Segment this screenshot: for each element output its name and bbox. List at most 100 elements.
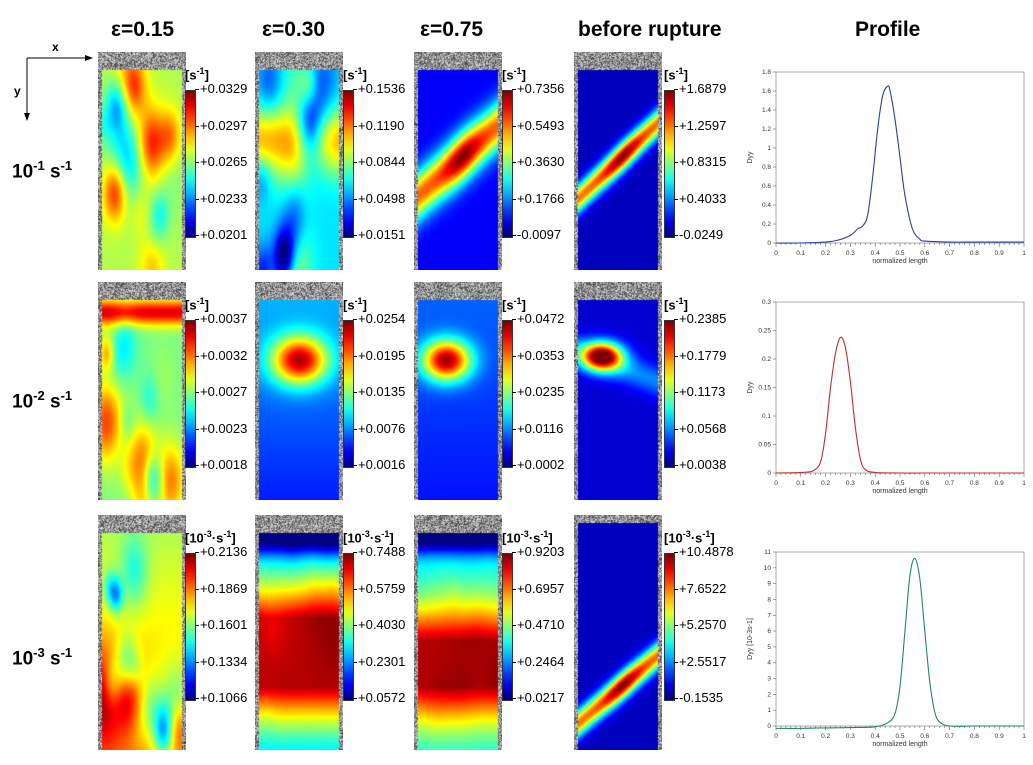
- y-tick-label: 0.2: [762, 356, 771, 363]
- x-tick-label: 0.9: [995, 250, 1004, 257]
- colorbar-tick-label: +0.0002: [511, 457, 565, 472]
- row-header-rate-2: 10-2 s-1: [12, 388, 73, 413]
- colorbar-tick-label: +0.0265: [194, 154, 248, 169]
- colorbar-r3-c1: [185, 553, 196, 701]
- colorbar-tick-label: +0.1066: [194, 690, 248, 705]
- colorbar-tick-label: +0.2464: [511, 653, 565, 669]
- y-tick-label: 1.2: [762, 126, 771, 133]
- profile-series-line: [775, 336, 1024, 474]
- colorbar-tick-label: +0.0027: [194, 384, 248, 399]
- x-axis-label: normalized length: [872, 741, 927, 748]
- row-header-rate-3: 10-3 s-1: [12, 645, 73, 670]
- colorbar-tick-label: +0.1869: [194, 580, 248, 596]
- x-tick-label: 0.4: [871, 250, 880, 257]
- y-tick-label: 1.8: [762, 69, 771, 76]
- colorbar-tick-label: +0.6957: [511, 580, 565, 596]
- colorbar-tick-label: +0.3630: [511, 154, 565, 169]
- colorbar-tick-label: +0.0135: [352, 384, 406, 399]
- colorbar-tick-label: +0.0572: [352, 690, 406, 705]
- column-header-profile: Profile: [855, 18, 921, 41]
- colorbar-tick-label: +0.0353: [511, 347, 565, 363]
- y-tick-label: 0.8: [762, 164, 771, 171]
- x-axis-label: normalized length: [872, 488, 927, 495]
- colorbar-r2-c2: [343, 320, 354, 468]
- colorbar-unit-r1-c1: [s-1]: [185, 66, 209, 83]
- x-axis-label: normalized length: [872, 258, 927, 265]
- colorbar-unit-r1-c3: [s-1]: [502, 66, 526, 83]
- colorbar-r2-c1: [185, 320, 196, 468]
- colorbar-tick-label: +0.0217: [511, 690, 565, 705]
- colorbar-unit-r2-c1: [s-1]: [185, 296, 209, 313]
- colorbar-tick-label: +7.6522: [673, 580, 727, 596]
- colorbar-unit-r3-c1: [10-3·s-1]: [185, 529, 236, 546]
- x-tick-label: 0.2: [821, 480, 830, 487]
- x-tick-label: 0.4: [871, 733, 880, 740]
- y-tick-label: 0: [767, 470, 771, 477]
- y-tick-label: 8: [767, 596, 771, 603]
- strain-rate-map-r3-c2: [255, 515, 343, 750]
- y-tick-label: 0.1: [762, 413, 771, 420]
- profile-chart-rate-3: 0 0.1 0.2 0.3 0.4 0.5 0.6 0.7 0.8 0.9 101234567891…: [747, 549, 1026, 748]
- colorbar-r1-c2: [343, 90, 354, 238]
- y-tick-label: 0.3: [762, 299, 771, 306]
- colorbar-tick-label: +0.1536: [352, 81, 406, 96]
- colorbar-r3-c3: [502, 553, 513, 701]
- x-tick-label: 0: [774, 480, 778, 487]
- profile-series-line: [775, 85, 1024, 244]
- strain-rate-map-r1-c1: [98, 52, 186, 270]
- colorbar-unit-r3-c2: [10-3·s-1]: [343, 529, 394, 546]
- column-header-eps-030: ε=0.30: [262, 18, 326, 41]
- colorbar-tick-label: +10.4878: [674, 544, 734, 559]
- x-tick-label: 0.9: [995, 480, 1004, 487]
- strain-rate-map-r3-c3: [414, 515, 502, 750]
- profile-chart-rate-2: 0 0.1 0.2 0.3 0.4 0.5 0.6 0.7 0.8 0.9 1 0 0.05 0.1 0.1…: [747, 299, 1026, 495]
- y-tick-label: 0: [767, 240, 771, 247]
- colorbar-r1-c3: [502, 90, 513, 238]
- y-tick-label: 4: [767, 660, 771, 667]
- colorbar-tick-label: -0.0249: [673, 227, 724, 242]
- y-tick-label: 2: [767, 691, 771, 698]
- x-tick-label: 0.1: [796, 480, 805, 487]
- plot-area: [775, 301, 1025, 474]
- colorbar-tick-label: +0.4033: [673, 190, 727, 206]
- strain-rate-map-r3-c1: [98, 515, 186, 750]
- colorbar-tick-label: +0.0016: [352, 457, 406, 472]
- y-tick-label: 0.2: [762, 221, 771, 228]
- y-tick-label: 6: [767, 628, 771, 635]
- x-tick-label: 0.9: [995, 733, 1004, 740]
- colorbar-r1-c4: [664, 90, 675, 238]
- x-tick-label: 0.1: [796, 250, 805, 257]
- colorbar-tick-label: +0.8315: [673, 154, 727, 169]
- colorbar-tick-label: +0.9203: [511, 544, 565, 559]
- row-header-rate-1: 10-1 s-1: [12, 158, 73, 183]
- x-tick-label: 0.7: [945, 480, 954, 487]
- axes-indicator: [24, 55, 93, 121]
- colorbar-tick-label: +0.2301: [352, 653, 406, 669]
- x-tick-label: 0.2: [821, 733, 830, 740]
- x-tick-label: 0.4: [871, 480, 880, 487]
- colorbar-tick-label: +0.1334: [194, 653, 248, 669]
- x-tick-label: 0.5: [895, 480, 904, 487]
- x-tick-label: 0.6: [920, 250, 929, 257]
- x-tick-label: 0.1: [796, 733, 805, 740]
- x-tick-label: 0.8: [970, 480, 979, 487]
- y-axis-label: Dyy [10-3s-1]: [747, 618, 754, 660]
- y-tick-label: 9: [767, 581, 771, 588]
- colorbar-tick-label: +0.0498: [352, 190, 406, 206]
- colorbar-tick-label: +1.6879: [673, 81, 727, 96]
- colorbar-tick-label: -0.0097: [511, 227, 562, 242]
- colorbar-r3-c4: [664, 553, 675, 701]
- colorbar-unit-r3-c3: [10-3·s-1]: [502, 529, 553, 546]
- column-header-eps-015: ε=0.15: [111, 18, 175, 41]
- colorbar-r2-c3: [502, 320, 513, 468]
- colorbar-tick-label: +0.7488: [352, 544, 406, 559]
- colorbar-tick-label: +0.0037: [194, 311, 248, 326]
- strain-rate-map-r2-c4: [574, 282, 662, 500]
- column-header-before-rupture: before rupture: [578, 18, 722, 41]
- x-axis-label: x: [52, 40, 59, 54]
- y-tick-label: 10: [764, 565, 772, 572]
- y-tick-label: 0.4: [762, 202, 771, 209]
- colorbar-unit-r1-c4: [s-1]: [664, 66, 688, 83]
- colorbar-tick-label: +0.4030: [352, 617, 406, 632]
- colorbar-tick-label: +0.0329: [194, 81, 248, 96]
